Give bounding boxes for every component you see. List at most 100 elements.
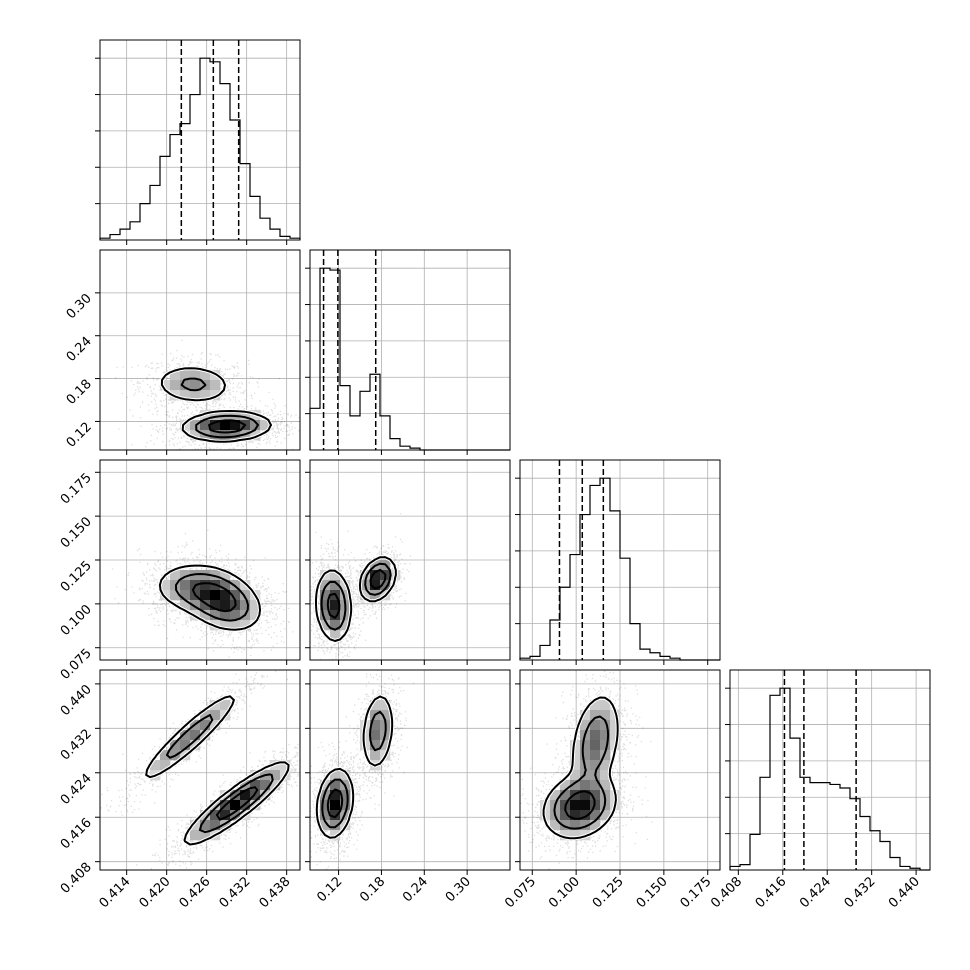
histogram-0: [99, 57, 301, 240]
density-cell: [330, 580, 341, 591]
density-cell: [250, 780, 261, 791]
density-cell: [320, 820, 331, 831]
density-cell: [560, 790, 571, 801]
pair-content: [100, 460, 300, 660]
density-cell: [200, 370, 211, 381]
y-tick-label: 0.432: [58, 727, 95, 764]
pair-panel-0-3: [95, 669, 301, 875]
density-cell: [250, 610, 261, 621]
density-cell: [330, 800, 341, 811]
density-cell: [600, 810, 611, 821]
density-cell: [210, 700, 221, 711]
density-cell: [320, 780, 331, 791]
density-cell: [570, 770, 581, 781]
x-tick-label: 0.18: [357, 874, 388, 905]
density-cell: [240, 620, 251, 631]
density-cell: [150, 760, 161, 771]
density-cell: [230, 800, 241, 811]
density-cell: [200, 580, 211, 591]
density-cell: [210, 810, 221, 821]
density-cell: [330, 600, 341, 611]
density-cell: [560, 810, 571, 821]
panel-frame: [99, 669, 301, 871]
density-cell: [190, 730, 201, 741]
contour-level-2: [215, 786, 259, 821]
density-cell: [190, 380, 201, 391]
x-tick-label: 0.414: [97, 874, 134, 911]
density-cell: [580, 820, 591, 831]
density-cell: [220, 810, 231, 821]
contour-level-1: [320, 562, 392, 631]
density-cell: [180, 390, 191, 401]
density-cell: [200, 830, 211, 841]
density-cell: [560, 820, 571, 831]
density-cell: [590, 810, 601, 821]
density-cell: [240, 790, 251, 801]
panel-frame: [99, 459, 301, 661]
y-tick-label: 0.075: [58, 646, 95, 683]
y-tick-label: 0.408: [58, 860, 95, 897]
density-cell: [380, 700, 391, 711]
density-cell: [180, 580, 191, 591]
density-cell: [200, 730, 211, 741]
density-cell: [570, 750, 581, 761]
density-cell: [570, 820, 581, 831]
density-cell: [180, 590, 191, 601]
density-cell: [580, 810, 591, 821]
pair-content: [100, 670, 300, 870]
histogram-panel-1: [305, 249, 511, 455]
density-cell: [210, 410, 221, 421]
density-cell: [360, 570, 371, 581]
contour-level-1: [180, 377, 259, 439]
density-cell: [320, 800, 331, 811]
density-cell: [600, 710, 611, 721]
density-cell: [340, 790, 351, 801]
density-cell: [370, 580, 381, 591]
density-cell: [600, 770, 611, 781]
density-cell: [320, 620, 331, 631]
density-cell: [330, 620, 341, 631]
pair-panel-1-3: [305, 669, 511, 875]
density-cell: [260, 780, 271, 791]
density-cell: [370, 570, 381, 581]
pair-content: [520, 670, 720, 870]
density-cell: [600, 730, 611, 741]
scatter-points: [310, 670, 415, 870]
density-cell: [590, 780, 601, 791]
y-tick-label: 0.150: [58, 514, 95, 551]
density-cell: [250, 600, 261, 611]
density-cell: [230, 620, 241, 631]
density-cell: [380, 740, 391, 751]
contour-level-2: [191, 582, 237, 613]
density-cell: [220, 590, 231, 601]
density-cell: [590, 720, 601, 731]
density-cell: [170, 380, 181, 391]
y-tick-label: 0.100: [58, 602, 95, 639]
histogram-panel-0: [95, 39, 301, 245]
density-cell: [190, 390, 201, 401]
density-cell: [580, 780, 591, 791]
density-cell: [180, 730, 191, 741]
density-cell: [580, 750, 591, 761]
density-cell: [590, 710, 601, 721]
y-tick-label: 0.175: [58, 471, 95, 508]
density-cell: [210, 590, 221, 601]
density-cell: [210, 610, 221, 621]
density-cell: [330, 820, 341, 831]
x-tick-label: 0.175: [678, 874, 715, 911]
density-cell: [210, 420, 221, 431]
contour-level-0: [542, 696, 619, 840]
panel-frame: [519, 669, 721, 871]
density-cell: [180, 570, 191, 581]
density-cell: [280, 760, 291, 771]
contour-level-1: [166, 714, 274, 834]
density-cell: [210, 380, 221, 391]
y-tick-label: 0.424: [58, 771, 95, 808]
density-cell: [370, 700, 381, 711]
density-cell: [230, 420, 241, 431]
density-cell: [170, 740, 181, 751]
density-cell: [570, 780, 581, 791]
x-tick-label: 0.416: [753, 874, 790, 911]
panel-frame: [729, 669, 931, 871]
